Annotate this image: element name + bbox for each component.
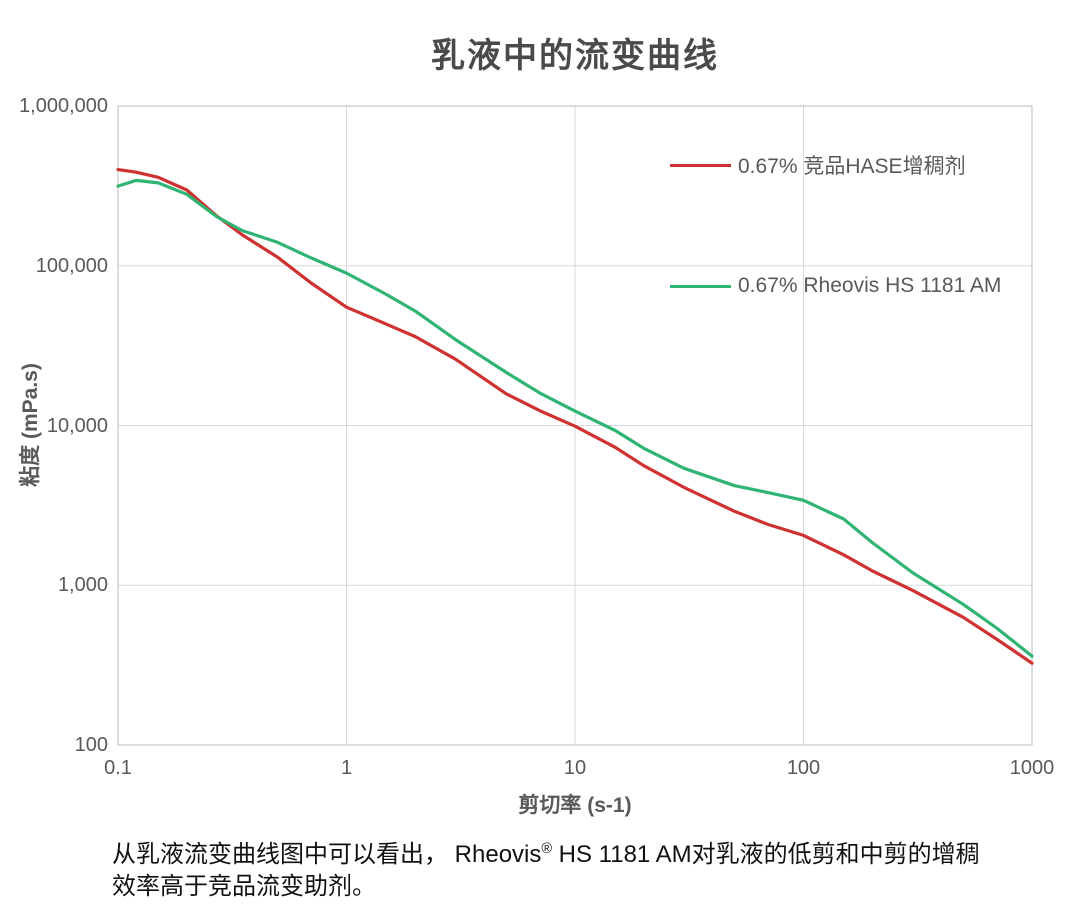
legend-label-competitor: 0.67% 竞品HASE增稠剂 — [738, 155, 966, 178]
y-tick-label: 1,000 — [57, 574, 108, 597]
x-tick-label: 0.1 — [104, 757, 132, 779]
caption-line-1: 从乳液流变曲线图中可以看出， Rheovis® HS 1181 AM对乳液的低剪… — [112, 833, 1062, 871]
y-tick-label: 100 — [74, 734, 108, 756]
caption-line-2: 效率高于竞品流变助剂。 — [112, 873, 376, 900]
x-axis-title: 剪切率 (s-1) — [518, 794, 632, 817]
legend-line-green-icon — [670, 284, 731, 288]
series-curve-green — [116, 178, 1034, 658]
y-tick-label: 10,000 — [46, 414, 108, 437]
chart-title: 乳液中的流变曲线 — [431, 37, 719, 75]
caption: 从乳液流变曲线图中可以看出， Rheovis® HS 1181 AM对乳液的低剪… — [112, 833, 1062, 903]
x-tick-label: 1 — [340, 757, 353, 779]
legend-item-rheovis: 0.67% Rheovis HS 1181 AM — [670, 273, 1001, 299]
x-tick-label: 10 — [563, 757, 587, 779]
caption-text: 从乳液流变曲线图中可以看出， Rheovis — [112, 841, 542, 868]
plot-border — [117, 105, 1033, 746]
registered-mark: ® — [541, 841, 552, 857]
y-axis-title: 粘度 (mPa.s) — [19, 363, 42, 487]
y-tick-label: 100,000 — [35, 254, 108, 277]
y-tick-label: 1,000,000 — [19, 95, 108, 117]
x-tick-label: 1000 — [1009, 757, 1055, 779]
legend-label-rheovis: 0.67% Rheovis HS 1181 AM — [738, 274, 1002, 297]
x-tick-label: 100 — [786, 757, 821, 779]
legend-item-competitor: 0.67% 竞品HASE增稠剂 — [670, 152, 966, 178]
caption-text: HS 1181 AM对乳液的低剪和中剪的增稠 — [551, 841, 980, 868]
legend-line-red-icon — [670, 163, 731, 167]
